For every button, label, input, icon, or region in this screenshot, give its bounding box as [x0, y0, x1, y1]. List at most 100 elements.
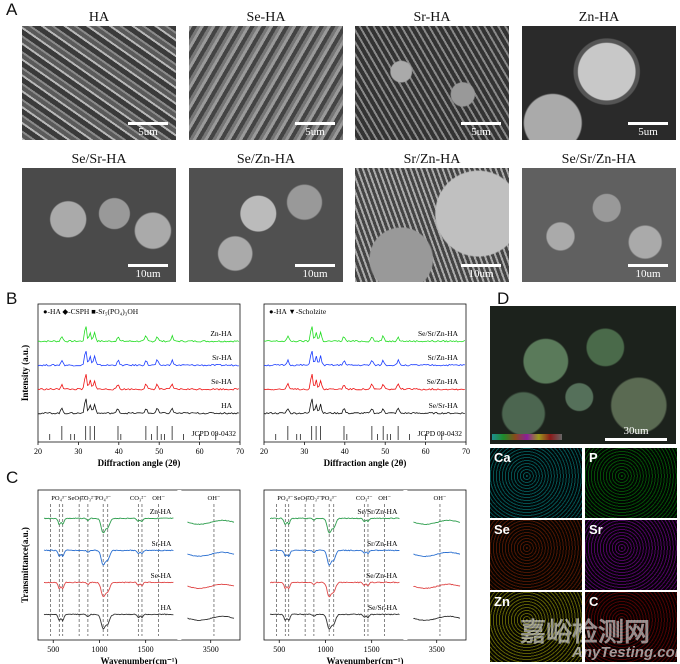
eds-map-label-sr: Sr — [589, 522, 603, 537]
sem-title-1: HA — [88, 10, 110, 25]
xrd-reference-left: JCPD 09-0432 — [192, 429, 237, 438]
ftir-band-label-left-2: CO₃²⁻ — [80, 495, 97, 502]
ftir-band-label-left-3: PO₄³⁻ — [95, 495, 112, 502]
ftir-series-label-right-2: Se/Zn-HA — [366, 571, 398, 580]
ftir-series-right-1 — [269, 549, 400, 567]
xrd-tick-label-left-5: 70 — [236, 447, 244, 456]
ftir-series-label-left-3: HA — [161, 603, 172, 612]
ftir-series-label-right-1: Sr/Zn-HA — [367, 539, 398, 548]
xrd-series-right-0 — [263, 326, 465, 343]
sem-title-5: Se/Sr-HA — [71, 152, 127, 167]
ftir-series-high-left-2 — [187, 583, 235, 590]
ftir-band-label-right-6: OH⁻ — [434, 495, 447, 502]
ftir-band-label-left-6: OH⁻ — [208, 495, 221, 502]
xrd-series-label-right-0: Se/Sr/Zn-HA — [418, 329, 459, 338]
eds-map-zn: Zn — [490, 592, 582, 662]
xrd-legend-left: ●-HA ◆-CSPH ■-Sr₅(PO₄)₃OH — [43, 307, 139, 316]
ftir-band-label-left-4: CO₃²⁻ — [130, 495, 147, 502]
xrd-series-label-right-2: Se/Zn-HA — [427, 377, 459, 386]
ftir-series-label-left-1: Sr-HA — [152, 539, 172, 548]
sem-image-2: 5um — [189, 26, 343, 140]
xrd-tick-label-right-2: 40 — [341, 447, 349, 456]
eds-legend-strip — [492, 434, 562, 440]
xrd-tick-label-right-5: 70 — [462, 447, 470, 456]
xrd-tick-label-left-4: 60 — [196, 447, 204, 456]
ftir-tick-label-right-3: 3500 — [429, 645, 445, 654]
ftir-chart-pair: 500 1000 1500 3500 Wavenumber(cm⁻¹) Transmitt… — [20, 489, 467, 664]
xrd-tick-label-right-4: 60 — [422, 447, 430, 456]
eds-map-ca: Ca — [490, 448, 582, 518]
ftir-band-label-right-2: CO₃²⁻ — [306, 495, 323, 502]
ftir-band-label-right-3: PO₄³⁻ — [321, 495, 338, 502]
xrd-series-left-0 — [37, 326, 239, 343]
xrd-tick-label-right-0: 20 — [260, 447, 268, 456]
watermark-en: AnyTesting.com — [572, 644, 680, 661]
ftir-frame-left — [37, 489, 241, 641]
ftir-series-high-right-0 — [413, 519, 461, 525]
ftir-xlabel-right: Wavenumber(cm⁻¹) — [327, 656, 404, 664]
xrd-series-label-right-3: Se/Sr-HA — [429, 401, 459, 410]
ftir-band-label-left-1: SeO₃²⁻ — [68, 495, 87, 502]
ftir-series-right-0 — [270, 517, 400, 534]
sem-image-6: 10um — [189, 168, 343, 282]
xrd-frame-left — [37, 303, 241, 443]
eds-map-label-c: C — [589, 594, 599, 609]
xrd-series-right-1 — [263, 350, 465, 367]
watermark-cn: 嘉峪检测网 — [520, 618, 651, 648]
xrd-series-label-right-1: Sr/Zn-HA — [428, 353, 459, 362]
sem-image-4: 5um — [522, 26, 676, 140]
ftir-series-left-2 — [44, 581, 174, 598]
ftir-series-label-right-0: Se/Sr/Zn-HA — [357, 507, 398, 516]
xrd-ylabel: Intensity (a.u.) — [20, 345, 30, 401]
xrd-tick-label-left-2: 40 — [115, 447, 123, 456]
xrd-tick-label-right-1: 30 — [300, 447, 308, 456]
xrd-series-label-left-0: Zn-HA — [210, 329, 232, 338]
xrd-tick-label-left-3: 50 — [155, 447, 163, 456]
xrd-xlabel-right: Diffraction angle (2θ) — [324, 458, 407, 468]
ftir-series-label-left-0: Zn-HA — [150, 507, 172, 516]
ftir-tick-label-right-1: 1000 — [317, 645, 333, 654]
ftir-series-right-2 — [270, 581, 400, 598]
eds-map-p: P — [585, 448, 677, 518]
sem-image-8: 10um — [522, 168, 676, 282]
ftir-series-label-right-3: Se/Sr-HA — [368, 603, 398, 612]
panel-label-c: C — [6, 468, 19, 487]
ftir-tick-label-right-2: 1500 — [364, 645, 380, 654]
panel-label-d: D — [497, 289, 510, 308]
sem-image-1: 5um — [22, 26, 176, 140]
ftir-band-label-left-5: OH⁻ — [152, 495, 165, 502]
xrd-chart-pair: ●-HA ◆-CSPH ■-Sr₅(PO₄)₃OH 20 30 40 50 60 70 Dif… — [20, 303, 470, 468]
xrd-legend-right: ●-HA ▼-Scholzite — [269, 307, 327, 316]
xrd-series-right-2 — [263, 374, 465, 391]
ftir-tick-label-left-3: 3500 — [203, 645, 219, 654]
sem-scale-bar-3: 5um — [459, 122, 503, 138]
xrd-series-right-3 — [263, 398, 465, 415]
xrd-series-label-left-1: Sr-HA — [212, 353, 232, 362]
xrd-xlabel-left: Diffraction angle (2θ) — [98, 458, 181, 468]
ftir-series-high-left-1 — [187, 551, 235, 557]
eds-map-label-se: Se — [494, 522, 510, 537]
ftir-tick-label-left-1: 1000 — [91, 645, 107, 654]
sem-image-5: 10um — [22, 168, 176, 282]
xrd-series-left-1 — [37, 351, 239, 367]
xrd-series-label-left-2: Se-HA — [211, 377, 232, 386]
ftir-series-left-1 — [43, 549, 174, 566]
xrd-series-left-2 — [37, 374, 239, 391]
ftir-band-label-right-0: PO₄³⁻ — [277, 495, 294, 502]
ftir-frame-right — [263, 489, 467, 641]
ftir-band-label-left-0: PO₄³⁻ — [51, 495, 68, 502]
ftir-series-high-left-0 — [187, 519, 235, 525]
sem-image-7: 10um — [355, 168, 509, 282]
sem-scale-bar-4: 5um — [626, 122, 670, 138]
sem-title-8: Se/Sr/Zn-HA — [561, 152, 637, 167]
sem-title-2: Se-HA — [246, 10, 286, 25]
xrd-frame-right — [263, 303, 467, 443]
eds-overlay-image: 30um — [490, 306, 676, 444]
sem-image-3: 5um — [355, 26, 509, 140]
panel-label-a: A — [6, 0, 18, 19]
ftir-band-label-right-4: CO₃²⁻ — [356, 495, 373, 502]
xrd-reference-right: JCPD 09-0432 — [418, 429, 463, 438]
sem-scale-bar-1: 5um — [126, 122, 170, 138]
ftir-series-right-3 — [269, 613, 400, 630]
xrd-tick-label-left-1: 30 — [74, 447, 82, 456]
